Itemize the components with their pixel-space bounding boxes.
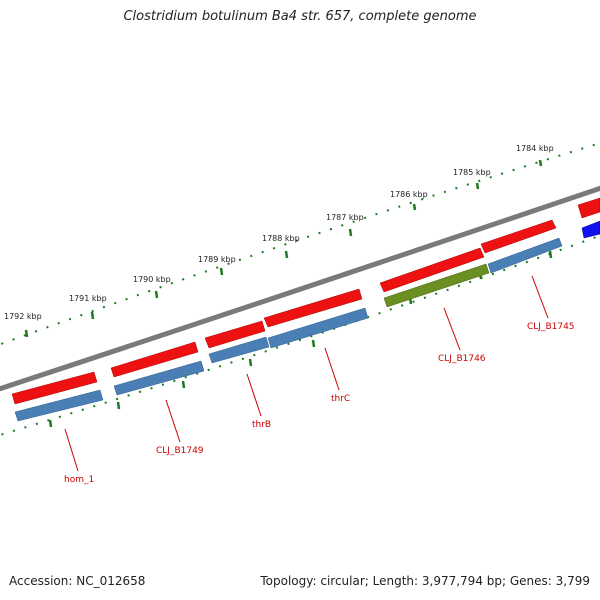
feature-arrow[interactable] <box>14 389 104 422</box>
gene-label[interactable]: thrB <box>252 420 271 430</box>
topology-text: Topology: circular; Length: 3,977,794 bp… <box>260 574 590 588</box>
feature-arrow[interactable] <box>267 307 369 349</box>
ruler-tick-label: 1786 kbp <box>390 190 428 199</box>
gene-label[interactable]: CLJ_B1745 <box>527 322 575 332</box>
gene-label[interactable]: CLJ_B1746 <box>438 354 486 364</box>
ruler-major-ticks-outer <box>24 159 543 338</box>
gene-arrow[interactable] <box>11 371 98 405</box>
ruler-tick-label: 1785 kbp <box>453 168 491 177</box>
accession-text: Accession: NC_012658 <box>9 574 146 588</box>
feature-track <box>14 220 600 422</box>
ruler-tick-label: 1791 kbp <box>69 294 107 303</box>
gene-label[interactable]: CLJ_B1749 <box>156 446 204 456</box>
ruler-tick-label: 1792 kbp <box>4 312 42 321</box>
feature-arrow[interactable] <box>208 336 270 364</box>
gene-arrow[interactable] <box>379 247 485 293</box>
ruler-tick-label: 1784 kbp <box>516 144 554 153</box>
gene-arrow[interactable] <box>110 341 199 378</box>
ruler-tick-label: 1787 kbp <box>326 213 364 222</box>
gene-label[interactable]: thrC <box>331 394 350 404</box>
genome-backbone <box>0 185 600 392</box>
forward-gene-track <box>11 197 600 405</box>
map-title: Clostridium botulinum Ba4 str. 657, comp… <box>123 9 477 24</box>
ruler-tick-label: 1790 kbp <box>133 275 171 284</box>
gene-arrow[interactable] <box>204 320 266 349</box>
feature-arrow[interactable] <box>581 220 600 239</box>
ruler-tick-label: 1788 kbp <box>262 234 300 243</box>
ruler-tick-label: 1789 kbp <box>198 255 236 264</box>
gene-arrow[interactable] <box>263 288 363 328</box>
feature-arrow[interactable] <box>113 360 205 396</box>
label-leader-lines <box>64 275 549 472</box>
gene-arrow[interactable] <box>480 219 557 254</box>
ruler-inner-dots <box>0 234 600 437</box>
gene-arrow[interactable] <box>577 197 600 219</box>
gene-label[interactable]: hom_1 <box>64 475 94 485</box>
feature-arrow-highlight[interactable] <box>383 263 490 308</box>
feature-arrow[interactable] <box>487 237 563 274</box>
